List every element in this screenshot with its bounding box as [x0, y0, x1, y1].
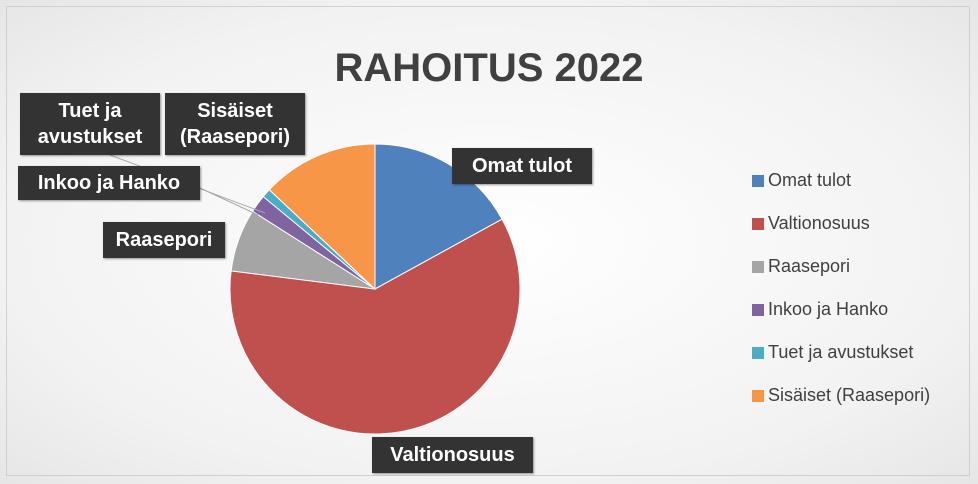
legend-entry: Valtionosuus	[752, 213, 870, 234]
legend-swatch	[752, 303, 764, 316]
chart-title: RAHOITUS 2022	[334, 46, 644, 90]
data-label: Raasepori	[103, 222, 225, 258]
legend-swatch	[752, 260, 764, 273]
legend-label: Raasepori	[768, 256, 851, 276]
legend-entry: Inkoo ja Hanko	[752, 299, 888, 320]
legend-label: Inkoo ja Hanko	[768, 299, 889, 319]
legend-swatch	[752, 217, 764, 230]
pie-slice	[229, 218, 521, 435]
legend-swatch	[752, 389, 764, 402]
legend-label: Sisäiset (Raasepori)	[768, 385, 931, 405]
legend-entry: Tuet ja avustukset	[752, 342, 913, 363]
data-label: Valtionosuus	[372, 437, 533, 473]
data-label: Tuet ja avustukset	[20, 93, 160, 155]
legend-label: Omat tulot	[768, 170, 852, 190]
legend-entry: Sisäiset (Raasepori)	[752, 385, 930, 406]
legend-swatch	[752, 174, 764, 187]
legend-label: Valtionosuus	[768, 213, 870, 233]
data-label: Inkoo ja Hanko	[18, 166, 200, 200]
legend-label: Tuet ja avustukset	[768, 342, 914, 362]
legend-swatch	[752, 346, 764, 359]
pie-slice	[268, 143, 376, 291]
legend-entry: Omat tulot	[752, 170, 851, 191]
chart-frame	[6, 6, 970, 476]
data-label: Omat tulot	[452, 148, 592, 184]
legend-entry: Raasepori	[752, 256, 850, 277]
data-label: Sisäiset (Raasepori)	[165, 93, 305, 155]
